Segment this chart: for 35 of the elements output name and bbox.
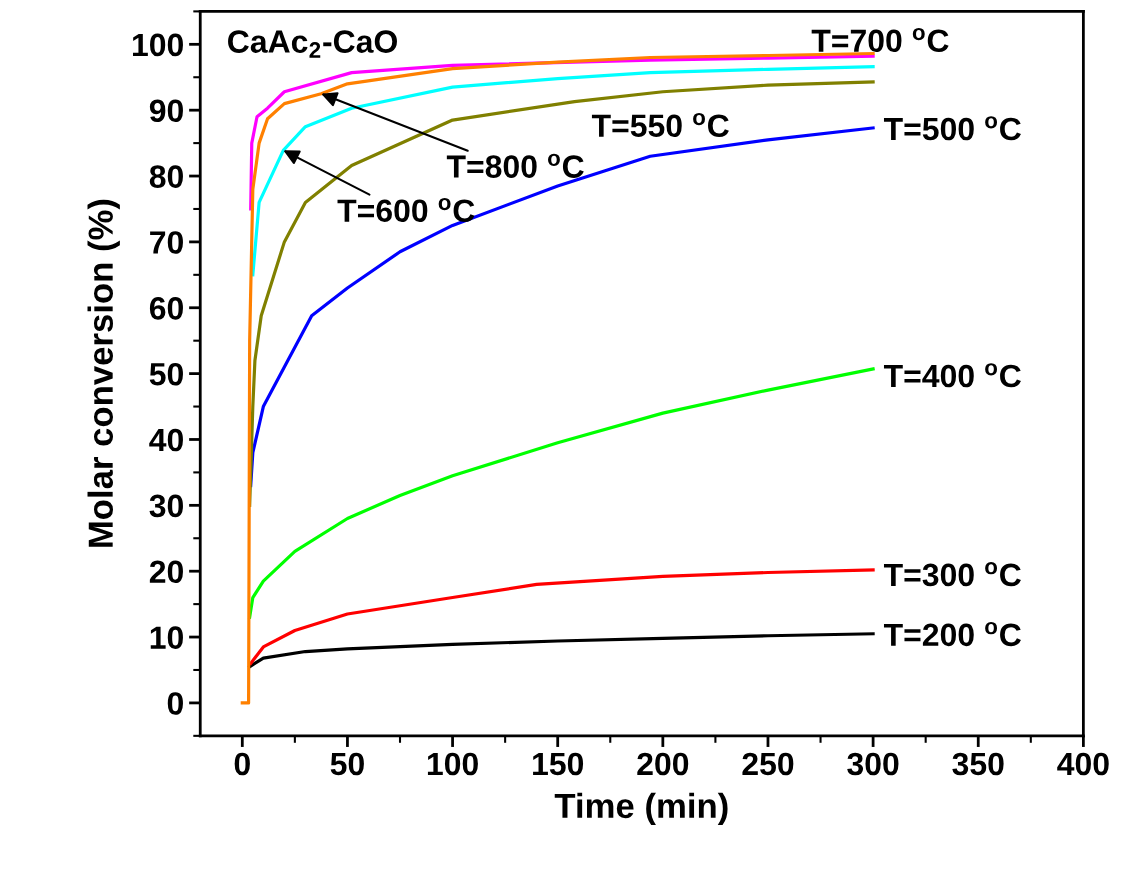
annotation: T=550 $^{o}$C xyxy=(591,112,729,138)
line-series xyxy=(249,568,875,665)
y-tick-label: 20 xyxy=(149,560,183,584)
x-tick-label: 150 xyxy=(533,752,584,776)
x-tick-label: 250 xyxy=(742,752,794,776)
y-tick-label: 70 xyxy=(150,231,183,254)
annotation: T=600 $^{o}$C xyxy=(337,197,475,223)
y-tick-label: 30 xyxy=(149,494,183,518)
series-label: T=700 $^{o}$C xyxy=(811,27,949,53)
line-series xyxy=(248,367,875,619)
x-tick-label: 50 xyxy=(330,752,364,776)
annotation: T=800 $^{o}$C xyxy=(446,153,584,178)
x-tick-label: 350 xyxy=(952,752,1004,776)
series-label: T=200 $^{o}$C xyxy=(883,622,1021,647)
y-tick-label: 40 xyxy=(149,428,183,452)
y-tick-label: 80 xyxy=(149,165,183,188)
y-tick-label: 50 xyxy=(149,362,183,386)
y-tick-label: 60 xyxy=(149,297,183,320)
y-axis-title: Molar conversion (%) xyxy=(87,199,120,547)
x-axis-title: Time (min) xyxy=(554,792,728,826)
x-tick-label: 400 xyxy=(1057,752,1109,776)
series-label: T=500 $^{o}$C xyxy=(883,116,1021,141)
y-tick-label: 100 xyxy=(133,33,183,57)
x-tick-label: 0 xyxy=(234,752,250,776)
line-series xyxy=(251,65,875,277)
y-tick-label: 10 xyxy=(150,626,183,649)
line-series xyxy=(248,632,875,669)
y-tick-label: 0 xyxy=(167,692,183,715)
text: CaAc$_{2}$-CaO xyxy=(228,30,397,58)
x-tick-label: 200 xyxy=(637,752,689,776)
series-label: T=400 $^{o}$C xyxy=(883,363,1021,388)
series-label: T=300 $^{o}$C xyxy=(883,562,1021,587)
x-tick-label: 100 xyxy=(427,752,478,776)
x-tick-label: 300 xyxy=(847,752,899,776)
y-tick-label: 90 xyxy=(149,99,183,123)
